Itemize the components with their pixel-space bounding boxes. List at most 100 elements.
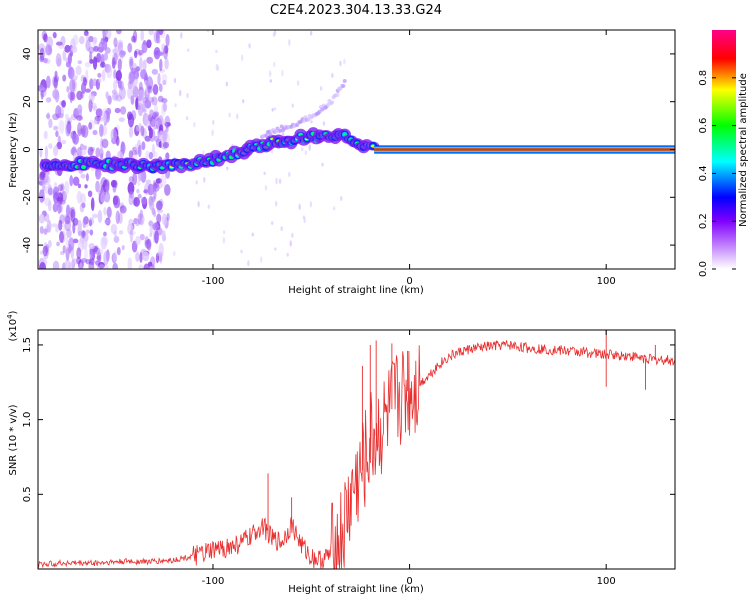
snr-y-multiplier: (x104) [6,310,19,341]
noise-blob [273,30,277,36]
noise-blob [142,128,147,139]
noise-blob [113,235,120,243]
spectrogram-noise [38,30,349,269]
noise-blob [80,258,88,263]
noise-blob [52,145,59,157]
noise-blob [117,58,122,72]
noise-blob [146,56,154,64]
noise-blob [69,91,73,104]
noise-blob [120,106,127,115]
noise-blob [83,76,87,83]
noise-blob [115,30,122,35]
noise-blob [128,125,134,138]
noise-blob [129,71,136,83]
noise-blob [145,150,150,159]
noise-blob [248,43,251,49]
noise-blob [52,113,60,121]
noise-blob [65,61,71,68]
noise-blob [75,65,82,76]
noise-blob [128,191,135,199]
noise-blob [129,230,136,235]
noise-blob [164,115,171,129]
snr-x-tick-label: 100 [597,576,616,587]
noise-blob [226,166,229,171]
noise-blob [55,41,63,46]
noise-blob [215,63,219,71]
noise-blob [180,32,183,39]
noise-blob [38,189,45,203]
noise-blob [152,83,159,95]
noise-blob [152,222,159,231]
noise-blob [222,236,226,244]
noise-blob [39,171,46,181]
noise-blob [80,82,87,94]
noise-blob [164,184,171,196]
noise-blob [78,36,85,45]
noise-blob [319,85,323,91]
snr-panel: -100 0 100 0.5 1.0 1.5 Height of straight li… [6,310,676,595]
noise-blob [160,174,167,188]
noise-blob [146,238,152,251]
snr-x-axis-label: Height of straight line (km) [288,584,424,595]
noise-blob [57,112,64,119]
noise-blob [127,42,133,53]
noise-blob [48,143,53,149]
noise-blob [64,215,71,225]
noise-blob [71,77,77,90]
noise-blob [156,183,163,190]
snr-x-tick-label: -100 [202,576,225,587]
noise-blob [159,253,163,264]
noise-blob [113,69,117,80]
noise-blob [166,212,170,221]
noise-blob [268,70,272,77]
noise-blob [228,112,231,118]
noise-blob [309,30,313,36]
noise-blob [65,123,71,137]
noise-blob [100,137,104,151]
noise-blob [274,200,278,207]
noise-blob [131,150,138,156]
noise-blob [149,264,155,269]
noise-blob [115,94,123,102]
branch-blob [341,84,346,89]
colorbar-tick-label: 0.2 [698,213,709,229]
noise-blob [96,171,102,177]
noise-blob [95,108,103,118]
noise-blob [56,196,63,202]
noise-blob [187,48,190,52]
noise-blob [113,80,118,91]
noise-blob [247,260,250,267]
noise-blob [80,173,86,179]
noise-blob [111,92,119,101]
noise-blob [52,202,58,213]
spectrogram-y-tick-label: 20 [22,95,33,108]
noise-blob [148,96,155,103]
noise-blob [146,76,154,90]
noise-blob [273,107,277,111]
snr-y-tick-label: 0.5 [22,486,33,502]
noise-blob [251,232,254,237]
noise-blob [298,203,301,211]
noise-blob [271,221,274,225]
noise-blob [157,95,164,103]
noise-blob [55,105,62,119]
noise-blob [133,197,140,207]
noise-blob [42,245,48,257]
noise-blob [225,81,229,87]
noise-blob [67,66,75,80]
ridge-peak [371,144,376,148]
noise-blob [164,122,171,127]
noise-blob [152,183,157,192]
noise-blob [38,213,45,224]
noise-blob [58,119,65,134]
noise-blob [88,217,95,226]
noise-blob [145,179,151,184]
spectrogram-x-axis-label: Height of straight line (km) [288,285,424,296]
noise-blob [304,150,308,155]
noise-blob [186,93,189,99]
noise-blob [95,167,102,180]
noise-blob [275,177,278,185]
noise-blob [60,183,65,192]
noise-blob [148,220,154,227]
noise-blob [159,130,164,140]
